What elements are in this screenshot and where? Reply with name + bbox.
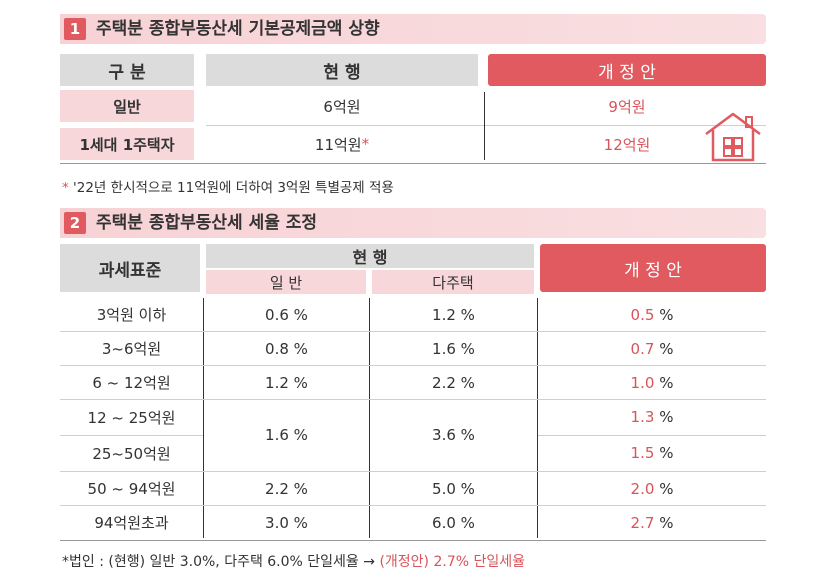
s2-row1-base: 3억원 이하 — [96, 306, 167, 324]
s2-row2-base: 3~6억원 — [101, 340, 162, 358]
s2-col-divider-2 — [369, 298, 370, 538]
s2-row6-general: 2.2 % — [265, 479, 308, 498]
s2-bottom-line — [60, 540, 766, 541]
s2-header-proposed: 개 정 안 — [540, 244, 766, 292]
s1-row1-proposed: 9억원 — [608, 97, 646, 116]
s2-footnote: *법인 : (현행) 일반 3.0%, 다주택 6.0% 단일세율 → (개정안… — [62, 551, 525, 571]
section2-title: 주택분 종합부동산세 세율 조정 — [96, 213, 318, 233]
s1-row2-proposed: 12억원 — [603, 135, 651, 154]
s2-row3-proposed-num: 1.0 — [630, 373, 655, 392]
s2-row5-base: 25~50억원 — [92, 444, 171, 463]
s2-row1-proposed-unit: % — [659, 305, 674, 324]
s1-bottom-line — [60, 163, 766, 164]
s2-row4-proposed: 1.3 % — [538, 400, 766, 434]
section1-title-bar — [60, 14, 766, 44]
s1-header-category: 구 분 — [60, 54, 194, 86]
section2-number: 2 — [64, 212, 86, 234]
s2-row5-proposed-num: 1.5 — [630, 444, 655, 462]
s2-row3-proposed: 1.0 % — [538, 366, 766, 399]
s2-footnote-red: (개정안) 2.7% 단일세율 — [379, 554, 526, 570]
s2-row2-general: 0.8 % — [265, 339, 308, 358]
s2-header-multi: 다주택 — [372, 270, 534, 294]
s2-row2-proposed-num: 0.7 — [630, 339, 655, 358]
s2-row-divider-1 — [60, 331, 766, 332]
s1-row2-current-mark: * — [361, 135, 370, 153]
s2-row5-proposed-unit: % — [659, 444, 674, 462]
s2-col-divider-3 — [537, 298, 538, 538]
s1-footnote-mark: * — [62, 180, 69, 196]
s2-merged-general: 1.6 % — [265, 426, 308, 444]
s2-row7-proposed: 2.7 % — [538, 506, 766, 539]
s1-header-current: 현 행 — [206, 54, 478, 86]
house-icon — [705, 112, 761, 162]
s2-row-divider-4a — [60, 435, 203, 436]
s1-header-proposed: 개 정 안 — [488, 54, 766, 86]
s2-row2-multi: 1.6 % — [432, 339, 475, 358]
section2-title-bar — [60, 208, 766, 238]
s2-row7-multi: 6.0 % — [432, 513, 475, 532]
s1-row1-label: 일반 — [60, 90, 194, 122]
s2-row3-base: 6 ~ 12억원 — [92, 374, 171, 392]
s2-row4-proposed-num: 1.3 — [630, 408, 655, 426]
s2-col-divider-1 — [203, 298, 204, 538]
s2-row-divider-2 — [60, 365, 766, 366]
s2-row7-general: 3.0 % — [265, 513, 308, 532]
s2-row-divider-3 — [60, 399, 766, 400]
s1-row2-current-text: 11억원 — [314, 135, 362, 154]
s1-row2-label-text: 1세대 1주택자 — [79, 135, 175, 154]
s1-row-divider — [206, 125, 766, 126]
s2-row1-multi: 1.2 % — [432, 305, 475, 324]
s2-row3-multi: 2.2 % — [432, 373, 475, 392]
s2-row1-proposed-num: 0.5 — [630, 305, 655, 324]
s2-row1-proposed: 0.5 % — [538, 298, 766, 331]
s2-row7-proposed-unit: % — [659, 513, 674, 532]
s1-col-divider — [484, 92, 485, 160]
s2-row-divider-6 — [60, 505, 766, 506]
s2-row3-general: 1.2 % — [265, 373, 308, 392]
s2-row6-proposed-unit: % — [659, 479, 674, 498]
s2-row-divider-4b — [538, 435, 766, 436]
s1-row2-label: 1세대 1주택자 — [60, 128, 194, 160]
section1-title: 주택분 종합부동산세 기본공제금액 상향 — [96, 19, 380, 39]
s2-header-current: 현 행 — [206, 244, 534, 268]
s1-footnote-text: '22년 한시적으로 11억원에 더하여 3억원 특별공제 적용 — [73, 180, 394, 196]
s2-row6-proposed: 2.0 % — [538, 472, 766, 505]
s2-row6-multi: 5.0 % — [432, 479, 475, 498]
s2-row4-proposed-unit: % — [659, 408, 674, 426]
s2-row6-proposed-num: 2.0 — [630, 479, 655, 498]
s2-row7-base: 94억원초과 — [94, 514, 169, 532]
s2-row-divider-5 — [60, 471, 766, 472]
s2-header-general: 일 반 — [206, 270, 366, 294]
section1-number: 1 — [64, 18, 86, 40]
s2-row1-general: 0.6 % — [265, 305, 308, 324]
s1-row1-current: 6억원 — [323, 97, 361, 116]
s2-header-base: 과세표준 — [60, 244, 200, 292]
s2-row6-base: 50 ~ 94억원 — [87, 480, 176, 498]
s2-row2-proposed: 0.7 % — [538, 332, 766, 365]
s2-row3-proposed-unit: % — [659, 373, 674, 392]
s2-footnote-main: *법인 : (현행) 일반 3.0%, 다주택 6.0% 단일세율 → — [62, 554, 375, 570]
s2-merged-multi: 3.6 % — [432, 426, 475, 444]
s2-row7-proposed-num: 2.7 — [630, 513, 655, 532]
s2-row4-base: 12 ~ 25억원 — [87, 408, 176, 427]
s1-row2-current: 11억원 * — [206, 128, 478, 160]
s2-row5-proposed: 1.5 % — [538, 436, 766, 470]
s1-footnote: * '22년 한시적으로 11억원에 더하여 3억원 특별공제 적용 — [62, 176, 394, 196]
s2-row2-proposed-unit: % — [659, 339, 674, 358]
